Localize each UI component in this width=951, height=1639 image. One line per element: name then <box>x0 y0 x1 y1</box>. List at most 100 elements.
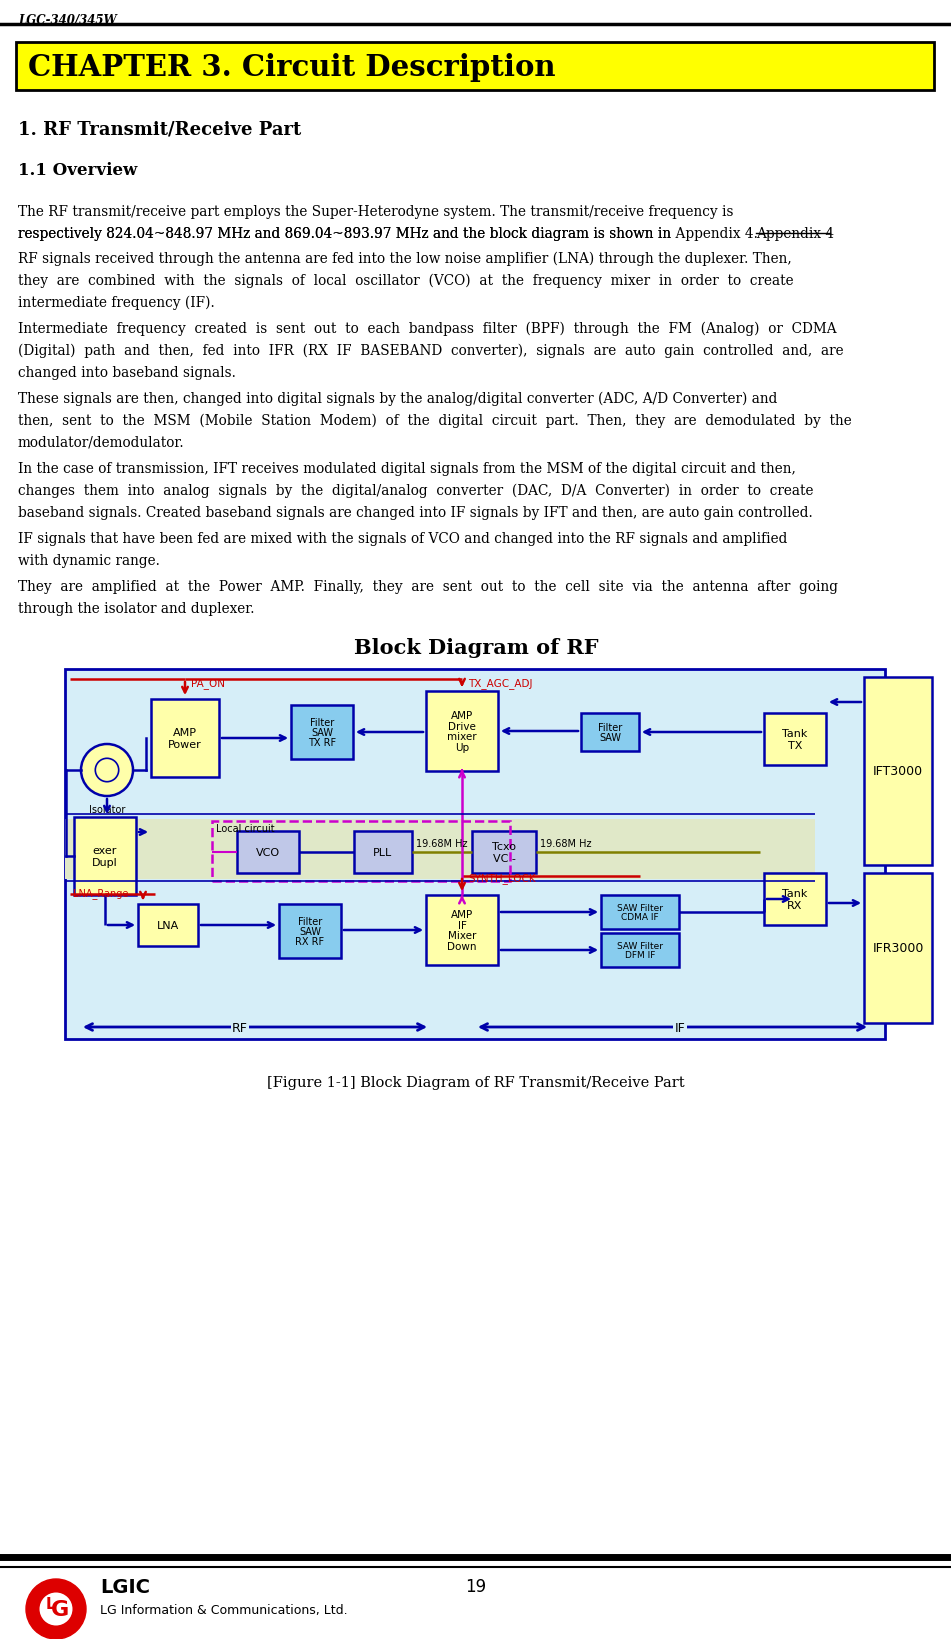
FancyBboxPatch shape <box>764 874 826 926</box>
Text: LNA: LNA <box>157 921 179 931</box>
Text: through the isolator and duplexer.: through the isolator and duplexer. <box>18 602 255 616</box>
Text: baseband signals. Created baseband signals are changed into IF signals by IFT an: baseband signals. Created baseband signa… <box>18 506 813 520</box>
Text: These signals are then, changed into digital signals by the analog/digital conve: These signals are then, changed into dig… <box>18 392 777 406</box>
FancyBboxPatch shape <box>291 705 353 759</box>
Circle shape <box>40 1593 72 1626</box>
Text: SYNTH_LOCK: SYNTH_LOCK <box>468 872 535 883</box>
Text: respectively 824.04~848.97 MHz and 869.04~893.97 MHz and the block diagram is sh: respectively 824.04~848.97 MHz and 869.0… <box>18 226 675 241</box>
Text: 19: 19 <box>465 1577 487 1595</box>
Text: RX RF: RX RF <box>296 936 324 946</box>
Text: 1.1 Overview: 1.1 Overview <box>18 162 137 179</box>
Text: SAW Filter: SAW Filter <box>617 941 663 951</box>
Text: IF signals that have been fed are mixed with the signals of VCO and changed into: IF signals that have been fed are mixed … <box>18 531 787 546</box>
Text: with dynamic range.: with dynamic range. <box>18 554 160 567</box>
FancyBboxPatch shape <box>151 700 219 777</box>
Text: RF signals received through the antenna are fed into the low noise amplifier (LN: RF signals received through the antenna … <box>18 252 792 266</box>
Text: Tank: Tank <box>783 729 807 739</box>
Text: TX: TX <box>787 741 803 751</box>
Text: Isolator: Isolator <box>88 805 126 815</box>
Text: TX_AGC_ADJ: TX_AGC_ADJ <box>468 677 533 688</box>
Text: Appendix 4: Appendix 4 <box>756 226 834 241</box>
Text: AMP: AMP <box>451 910 474 919</box>
Text: G: G <box>50 1600 69 1619</box>
FancyBboxPatch shape <box>864 677 932 865</box>
FancyBboxPatch shape <box>601 934 679 967</box>
Text: Drive: Drive <box>448 721 476 731</box>
Text: Filter: Filter <box>598 723 622 733</box>
FancyBboxPatch shape <box>472 831 536 874</box>
Circle shape <box>95 759 119 782</box>
Text: CDMA IF: CDMA IF <box>621 913 659 921</box>
Text: Down: Down <box>447 941 476 951</box>
FancyBboxPatch shape <box>426 895 498 965</box>
FancyBboxPatch shape <box>16 43 934 90</box>
Text: Tcxo: Tcxo <box>492 842 516 852</box>
Text: LG Information & Communications, Ltd.: LG Information & Communications, Ltd. <box>100 1603 348 1616</box>
Text: 19.68M Hz: 19.68M Hz <box>540 839 592 849</box>
Text: IFT3000: IFT3000 <box>873 765 923 779</box>
Text: then,  sent  to  the  MSM  (Mobile  Station  Modem)  of  the  digital  circuit  : then, sent to the MSM (Mobile Station Mo… <box>18 413 852 428</box>
Text: [Figure 1-1] Block Diagram of RF Transmit/Receive Part: [Figure 1-1] Block Diagram of RF Transmi… <box>267 1075 685 1090</box>
Text: The RF transmit/receive part employs the Super-Heterodyne system. The transmit/r: The RF transmit/receive part employs the… <box>18 205 733 220</box>
Text: modulator/demodulator.: modulator/demodulator. <box>18 436 184 449</box>
Text: Power: Power <box>168 739 202 749</box>
Text: Block Diagram of RF: Block Diagram of RF <box>354 638 598 657</box>
Text: Tank: Tank <box>783 888 807 898</box>
FancyBboxPatch shape <box>237 831 299 874</box>
Text: changes  them  into  analog  signals  by  the  digital/analog  converter  (DAC, : changes them into analog signals by the … <box>18 484 813 498</box>
Text: they  are  combined  with  the  signals  of  local  oscillator  (VCO)  at  the  : they are combined with the signals of lo… <box>18 274 794 288</box>
Text: IF: IF <box>457 919 466 931</box>
Text: VCO: VCO <box>256 847 280 857</box>
Text: exer: exer <box>93 846 117 856</box>
Text: TX RF: TX RF <box>308 738 336 747</box>
Text: SAW Filter: SAW Filter <box>617 903 663 913</box>
Text: mixer: mixer <box>447 731 476 742</box>
FancyBboxPatch shape <box>74 818 136 895</box>
FancyBboxPatch shape <box>601 895 679 929</box>
FancyBboxPatch shape <box>581 713 639 752</box>
Text: changed into baseband signals.: changed into baseband signals. <box>18 365 236 380</box>
Text: Up: Up <box>455 742 469 752</box>
Text: DFM IF: DFM IF <box>625 951 655 959</box>
Text: PA_ON: PA_ON <box>191 677 225 688</box>
Text: RX: RX <box>787 900 803 910</box>
Text: L: L <box>46 1596 55 1611</box>
Text: Filter: Filter <box>298 916 322 926</box>
Text: Local circuit: Local circuit <box>216 823 275 834</box>
Text: SAW: SAW <box>599 733 621 742</box>
Text: IF: IF <box>674 1021 686 1034</box>
Text: LGC-340/345W: LGC-340/345W <box>18 15 117 26</box>
Text: They  are  amplified  at  the  Power  AMP.  Finally,  they  are  sent  out  to  : They are amplified at the Power AMP. Fin… <box>18 580 838 593</box>
Circle shape <box>26 1578 86 1639</box>
Text: respectively 824.04~848.97 MHz and 869.04~893.97 MHz and the block diagram is sh: respectively 824.04~848.97 MHz and 869.0… <box>18 226 758 241</box>
Text: AMP: AMP <box>451 711 474 721</box>
Text: PLL: PLL <box>374 847 393 857</box>
FancyBboxPatch shape <box>354 831 412 874</box>
Circle shape <box>81 744 133 797</box>
FancyBboxPatch shape <box>764 713 826 765</box>
Text: Filter: Filter <box>310 718 334 728</box>
FancyBboxPatch shape <box>138 905 198 946</box>
Text: VC -: VC - <box>493 852 515 864</box>
Text: SAW: SAW <box>299 926 321 936</box>
Text: In the case of transmission, IFT receives modulated digital signals from the MSM: In the case of transmission, IFT receive… <box>18 462 796 475</box>
FancyBboxPatch shape <box>65 670 885 1039</box>
Text: Intermediate  frequency  created  is  sent  out  to  each  bandpass  filter  (BP: Intermediate frequency created is sent o… <box>18 321 837 336</box>
Text: Mixer: Mixer <box>448 931 476 941</box>
Text: (Digital)  path  and  then,  fed  into  IFR  (RX  IF  BASEBAND  converter),  sig: (Digital) path and then, fed into IFR (R… <box>18 344 844 359</box>
Text: SAW: SAW <box>311 728 333 738</box>
FancyBboxPatch shape <box>279 905 341 959</box>
Text: LGIC: LGIC <box>100 1577 150 1596</box>
Text: 1. RF Transmit/Receive Part: 1. RF Transmit/Receive Part <box>18 120 301 138</box>
Text: Dupl: Dupl <box>92 857 118 867</box>
FancyBboxPatch shape <box>426 692 498 772</box>
FancyBboxPatch shape <box>65 820 815 880</box>
Text: RF: RF <box>232 1021 248 1034</box>
Text: LNA_Range: LNA_Range <box>73 887 128 898</box>
Text: intermediate frequency (IF).: intermediate frequency (IF). <box>18 295 215 310</box>
Text: 19.68M Hz: 19.68M Hz <box>416 839 468 849</box>
FancyBboxPatch shape <box>864 874 932 1023</box>
Text: AMP: AMP <box>173 728 197 738</box>
Text: CHAPTER 3. Circuit Description: CHAPTER 3. Circuit Description <box>28 52 555 82</box>
Text: IFR3000: IFR3000 <box>872 942 923 956</box>
